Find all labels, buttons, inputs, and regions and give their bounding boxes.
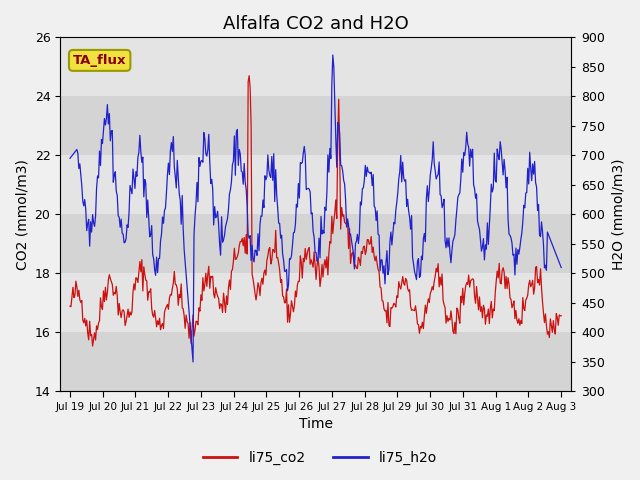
Title: Alfalfa CO2 and H2O: Alfalfa CO2 and H2O [223, 15, 408, 33]
Bar [60, 37, 571, 96]
Bar [60, 96, 571, 156]
Text: TA_flux: TA_flux [73, 54, 127, 67]
Bar [60, 274, 571, 333]
Bar [60, 156, 571, 215]
Y-axis label: CO2 (mmol/m3): CO2 (mmol/m3) [15, 159, 29, 270]
X-axis label: Time: Time [299, 418, 333, 432]
Bar [60, 215, 571, 274]
Bar [60, 333, 571, 391]
Y-axis label: H2O (mmol/m3): H2O (mmol/m3) [611, 158, 625, 270]
Legend: li75_co2, li75_h2o: li75_co2, li75_h2o [197, 445, 443, 471]
